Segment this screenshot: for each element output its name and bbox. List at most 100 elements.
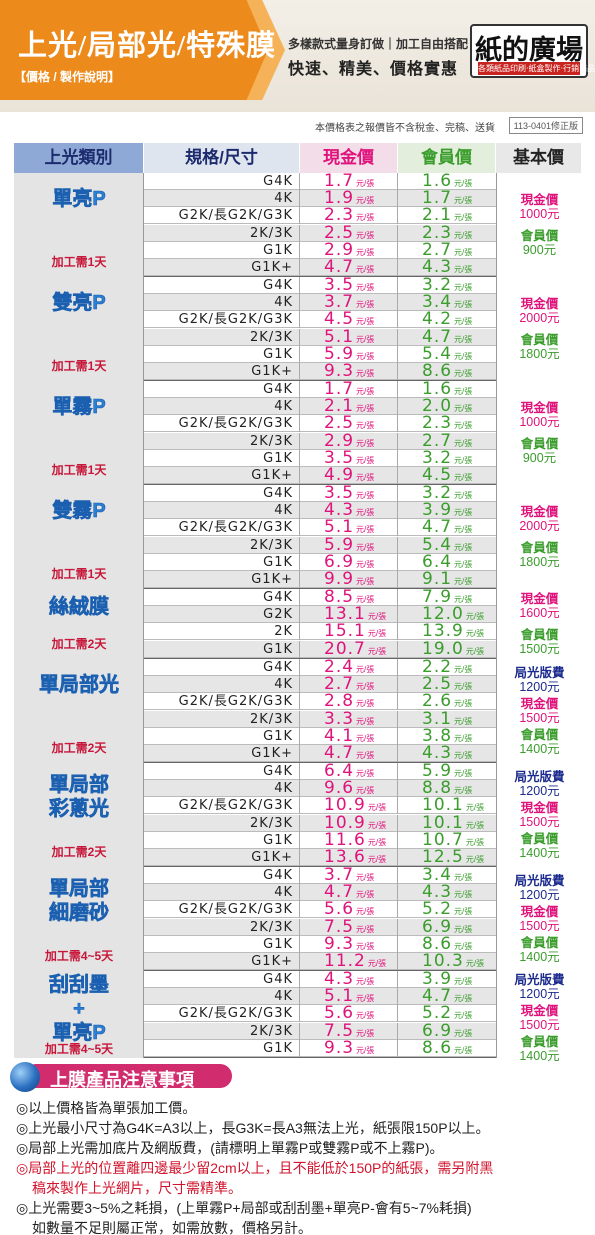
price-group: 單局部 彩蔥光 加工需2天 G4K 6.4 元/張 5.9 元/張 4K 9.6 元/張 8.8 元/張… <box>14 763 581 867</box>
cash-price-cell: 4.9 元/張 <box>300 467 398 484</box>
header-base-price: 基本價 <box>496 143 581 173</box>
base-member-label: 會員價 <box>520 437 559 451</box>
price-value: 6.9 <box>324 552 355 572</box>
price-unit: 元/張 <box>367 803 387 812</box>
member-price-cell: 1.7 元/張 <box>398 190 496 207</box>
price-value: 2.2 <box>422 657 453 677</box>
price-unit: 元/張 <box>356 751 375 760</box>
group-name: 雙亮P <box>52 292 106 315</box>
base-cash-value: 1500元 <box>519 919 560 933</box>
base-price-cell: 局光版費 1200元 現金價 1500元 會員價 1400元 <box>496 971 581 1063</box>
price-value: 5.9 <box>324 535 355 555</box>
price-unit: 元/張 <box>465 855 485 864</box>
member-price-cell: 4.2 元/張 <box>398 311 496 328</box>
cash-price-cell: 5.6 元/張 <box>300 901 398 918</box>
spec-cell: G1K+ <box>144 467 300 484</box>
member-price-cell: 10.1 元/張 <box>398 797 496 814</box>
price-value: 6.4 <box>324 761 355 781</box>
price-value: 2.0 <box>422 396 453 416</box>
price-value: 5.1 <box>324 517 355 537</box>
price-value: 9.3 <box>324 934 355 954</box>
price-unit: 元/張 <box>454 925 473 934</box>
price-unit: 元/張 <box>356 942 375 951</box>
group-type-cell: 單局部 彩蔥光 加工需2天 <box>14 763 144 867</box>
price-value: 3.9 <box>422 969 453 989</box>
price-value: 20.7 <box>324 639 366 659</box>
member-price-cell: 2.3 元/張 <box>398 225 496 242</box>
member-price-cell: 6.9 元/張 <box>398 919 496 936</box>
table-row: G2K/長G2K/G3K 2.5 元/張 2.3 元/張 <box>144 415 496 432</box>
price-unit: 元/張 <box>356 717 375 726</box>
table-row: G1K+ 4.7 元/張 4.3 元/張 <box>144 259 496 276</box>
group-type-cell: 單局部 細磨砂 加工需4~5天 <box>14 867 144 971</box>
member-price-cell: 8.6 元/張 <box>398 1040 496 1057</box>
price-unit: 元/張 <box>454 421 473 430</box>
spec-cell: G2K <box>144 606 300 623</box>
base-cash-label: 現金價 <box>520 592 559 606</box>
base-member-label: 會員價 <box>520 541 559 555</box>
price-unit: 元/張 <box>356 1046 375 1055</box>
plate-fee-label: 局光版費 <box>514 770 565 784</box>
price-value: 8.5 <box>324 587 355 607</box>
spec-cell: 2K <box>144 623 300 640</box>
price-unit: 元/張 <box>454 404 473 413</box>
cash-price-cell: 1.7 元/張 <box>300 173 398 190</box>
table-row: 2K/3K 5.9 元/張 5.4 元/張 <box>144 537 496 554</box>
price-value: 12.5 <box>422 847 464 867</box>
price-unit: 元/張 <box>454 977 473 986</box>
header-banner: 上光/局部光/特殊膜 【價格 / 製作說明】 多樣款式量身訂做｜加工自由搭配 快… <box>0 0 595 112</box>
spec-cell: 2K/3K <box>144 815 300 832</box>
price-value: 10.9 <box>324 813 366 833</box>
group-type-cell: 刮刮墨 + 單亮P 加工需4~5天 <box>14 971 144 1058</box>
price-unit: 元/張 <box>454 751 473 760</box>
spec-cell: G2K/長G2K/G3K <box>144 797 300 814</box>
spec-cell: G2K/長G2K/G3K <box>144 207 300 224</box>
group-type-cell: 絲絨膜 加工需2天 <box>14 589 144 659</box>
table-row: G4K 3.7 元/張 3.4 元/張 <box>144 867 496 884</box>
price-value: 2.5 <box>422 674 453 694</box>
member-price-cell: 2.5 元/張 <box>398 676 496 693</box>
price-value: 6.9 <box>422 917 453 937</box>
price-unit: 元/張 <box>454 231 473 240</box>
price-unit: 元/張 <box>465 647 485 656</box>
group-process-time: 加工需1天 <box>51 359 107 373</box>
cash-price-cell: 3.5 元/張 <box>300 277 398 294</box>
group-name: 單局部光 <box>39 674 120 697</box>
base-member-label: 會員價 <box>520 1035 559 1049</box>
cash-price-cell: 10.9 元/張 <box>300 797 398 814</box>
spec-cell: G2K/長G2K/G3K <box>144 1005 300 1022</box>
cash-price-cell: 3.7 元/張 <box>300 294 398 311</box>
base-member-label: 會員價 <box>520 333 559 347</box>
price-unit: 元/張 <box>454 717 473 726</box>
price-value: 3.2 <box>422 483 453 503</box>
price-unit: 元/張 <box>367 855 387 864</box>
group-name: 單霧P <box>52 396 106 419</box>
price-value: 2.3 <box>422 223 453 243</box>
price-unit: 元/張 <box>454 387 473 396</box>
member-price-cell: 4.3 元/張 <box>398 884 496 901</box>
price-unit: 元/張 <box>356 231 375 240</box>
price-unit: 元/張 <box>454 1029 473 1038</box>
plate-fee-value: 1200元 <box>519 888 560 902</box>
header-spec: 規格/尺寸 <box>144 143 300 173</box>
table-row: 2K 15.1 元/張 13.9 元/張 <box>144 623 496 640</box>
cash-price-cell: 11.2 元/張 <box>300 953 398 970</box>
table-row: G4K 2.4 元/張 2.2 元/張 <box>144 659 496 676</box>
table-row: G2K/長G2K/G3K 5.1 元/張 4.7 元/張 <box>144 519 496 536</box>
spec-cell: 4K <box>144 502 300 519</box>
price-unit: 元/張 <box>454 665 473 674</box>
base-member-value: 900元 <box>522 451 557 465</box>
member-price-cell: 2.0 元/張 <box>398 398 496 415</box>
base-cash-label: 現金價 <box>520 697 559 711</box>
table-row: G2K/長G2K/G3K 4.5 元/張 4.2 元/張 <box>144 311 496 328</box>
price-unit: 元/張 <box>454 907 473 916</box>
price-value: 9.6 <box>324 778 355 798</box>
spec-cell: G1K <box>144 242 300 259</box>
cash-price-cell: 4.7 元/張 <box>300 259 398 276</box>
table-row: G4K 4.3 元/張 3.9 元/張 <box>144 971 496 988</box>
price-value: 3.5 <box>324 275 355 295</box>
spec-cell: G2K/長G2K/G3K <box>144 693 300 710</box>
price-value: 13.1 <box>324 604 366 624</box>
spec-cell: 4K <box>144 780 300 797</box>
price-value: 1.6 <box>422 379 453 399</box>
